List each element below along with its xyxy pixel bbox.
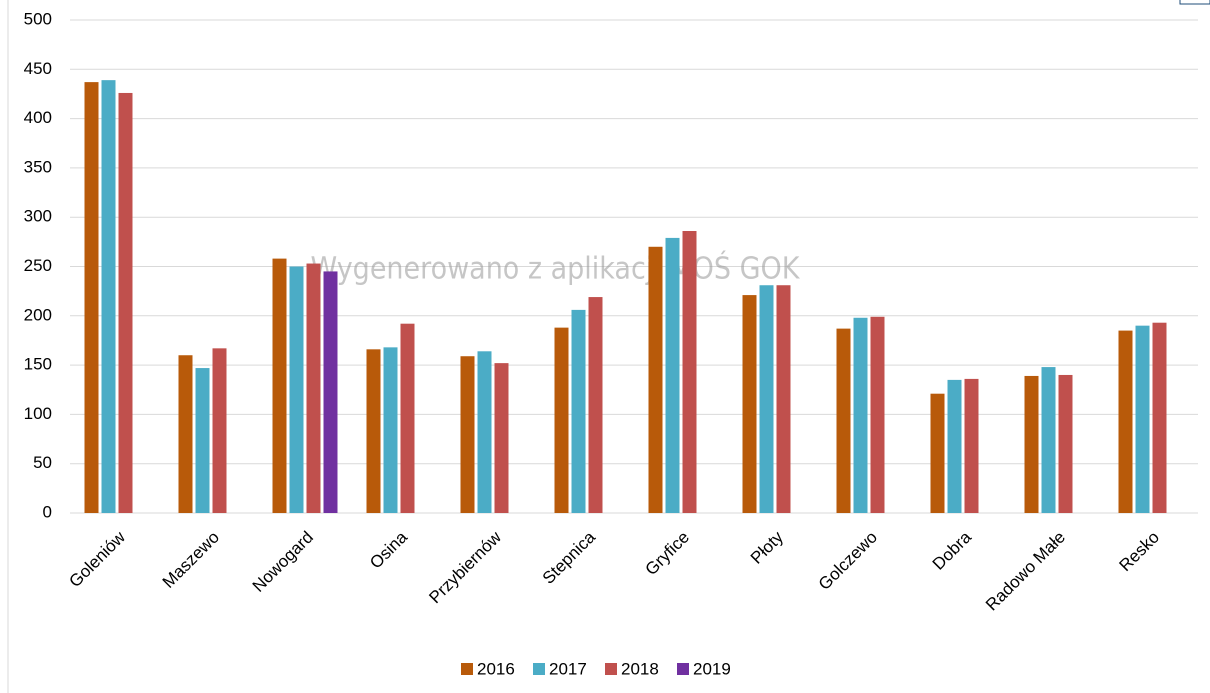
x-tick-label: Goleniów xyxy=(65,527,129,591)
legend-swatch xyxy=(533,663,545,675)
legend-swatch xyxy=(461,663,473,675)
legend-swatch xyxy=(677,663,689,675)
y-tick-label: 500 xyxy=(24,9,52,28)
y-tick-label: 150 xyxy=(24,355,52,374)
bar xyxy=(571,309,586,513)
x-tick-label: Resko xyxy=(1115,528,1163,576)
bar xyxy=(1118,330,1133,513)
y-tick-label: 400 xyxy=(24,108,52,127)
bar xyxy=(383,347,398,513)
x-tick-label: Radowo Małe xyxy=(982,528,1069,615)
bar xyxy=(212,348,227,513)
bar xyxy=(477,351,492,513)
bar xyxy=(853,317,868,513)
bar xyxy=(964,378,979,513)
bar xyxy=(742,295,757,513)
x-tick-label: Nowogard xyxy=(249,528,317,596)
bar xyxy=(195,368,210,513)
legend-label: 2019 xyxy=(693,659,731,678)
bar xyxy=(870,316,885,513)
x-tick-label: Płoty xyxy=(747,527,788,568)
bar xyxy=(1152,322,1167,513)
y-tick-label: 200 xyxy=(24,305,52,324)
legend-label: 2017 xyxy=(549,659,587,678)
bar xyxy=(930,393,945,513)
bar xyxy=(759,285,774,513)
bar xyxy=(682,231,697,513)
bar xyxy=(836,328,851,513)
bar xyxy=(178,355,193,513)
bar xyxy=(400,323,415,513)
x-tick-label: Dobra xyxy=(929,527,976,574)
y-tick-label: 50 xyxy=(33,453,52,472)
x-tick-label: Maszewo xyxy=(159,528,223,592)
y-tick-label: 250 xyxy=(24,256,52,275)
bar xyxy=(272,258,287,513)
bar xyxy=(84,82,99,514)
bar xyxy=(1024,375,1039,513)
y-tick-label: 300 xyxy=(24,207,52,226)
bar xyxy=(1058,374,1073,513)
x-tick-label: Osina xyxy=(366,527,411,572)
legend-label: 2018 xyxy=(621,659,659,678)
x-tick-label: Golczewo xyxy=(815,528,881,594)
bar xyxy=(366,349,381,513)
corner-button xyxy=(1179,0,1210,5)
watermark: Wygenerowano z aplikacji MOŚ GOK xyxy=(311,250,801,287)
legend-label: 2016 xyxy=(477,659,515,678)
bar xyxy=(306,263,321,513)
chart-frame xyxy=(7,0,9,693)
x-tick-label: Stepnica xyxy=(539,527,600,588)
y-tick-label: 450 xyxy=(24,59,52,78)
bar xyxy=(323,271,338,513)
bar xyxy=(494,363,509,513)
x-tick-label: Gryfice xyxy=(641,528,693,580)
bar xyxy=(665,237,680,513)
bar xyxy=(588,297,603,513)
bar xyxy=(648,246,663,513)
y-tick-label: 100 xyxy=(24,404,52,423)
bar xyxy=(947,379,962,513)
x-tick-label: Przybiernów xyxy=(425,527,505,607)
bar xyxy=(1041,367,1056,513)
bar xyxy=(118,92,133,514)
bar xyxy=(554,327,569,513)
bar xyxy=(460,356,475,513)
legend-swatch xyxy=(605,663,617,675)
bar xyxy=(101,80,116,514)
bar xyxy=(1135,325,1150,513)
y-tick-label: 350 xyxy=(24,157,52,176)
bar xyxy=(776,285,791,513)
bar xyxy=(289,266,304,513)
y-tick-label: 0 xyxy=(43,502,52,521)
